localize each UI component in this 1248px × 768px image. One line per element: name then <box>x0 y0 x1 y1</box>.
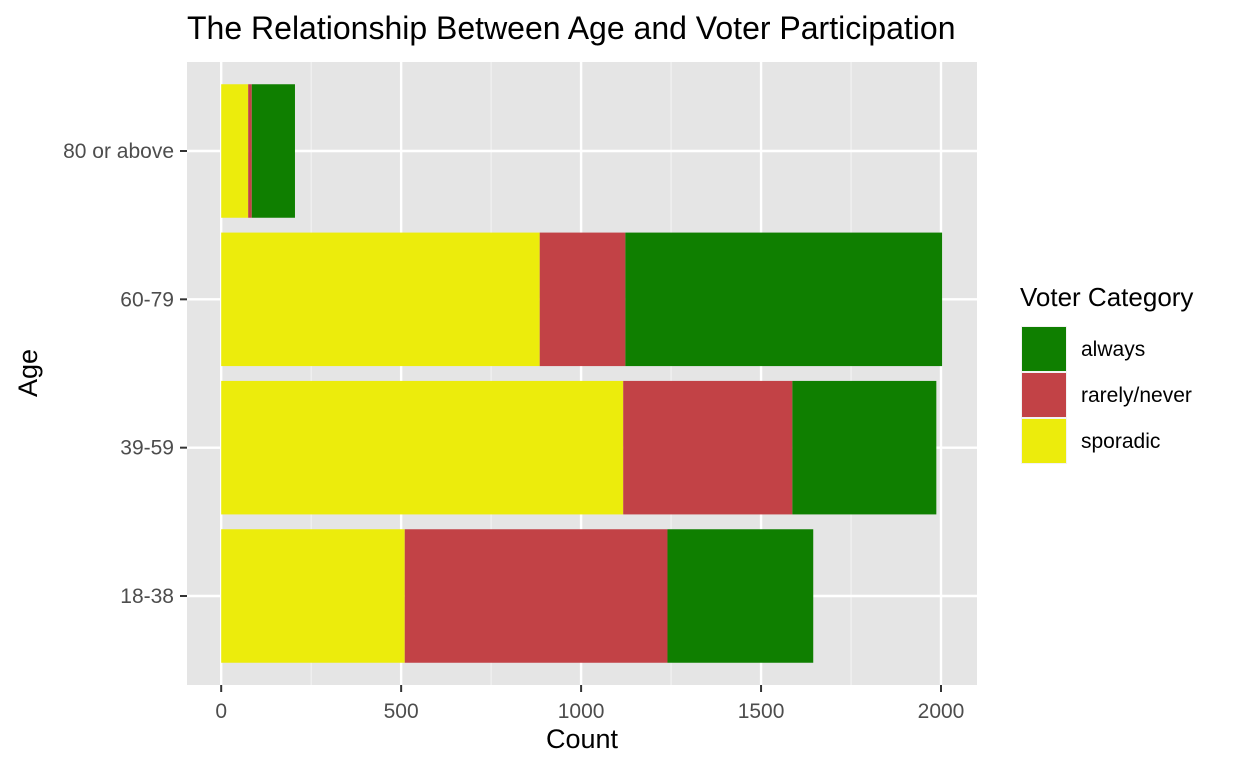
bar-rarely-never <box>539 232 626 367</box>
x-axis-label: Count <box>546 724 619 754</box>
legend: Voter Category always rarely/never sporadi… <box>1020 282 1193 464</box>
bar-sporadic <box>221 232 540 367</box>
chart-title: The Relationship Between Age and Voter P… <box>187 10 956 46</box>
x-tick-label: 1000 <box>558 700 605 723</box>
legend-title: Voter Category <box>1020 282 1193 312</box>
bar-always <box>667 529 814 663</box>
bar-always <box>625 232 943 367</box>
bar-rarely-never <box>248 84 252 218</box>
legend-items: always rarely/never sporadic <box>1021 326 1192 464</box>
y-axis: 18-38 39-59 60-79 80 or above <box>63 140 187 608</box>
x-tick-label: 500 <box>384 700 419 723</box>
legend-label: always <box>1081 338 1145 361</box>
legend-swatch-rarely-never <box>1022 373 1066 417</box>
bar-always <box>251 84 295 218</box>
legend-label: rarely/never <box>1081 384 1192 407</box>
y-tick-label: 18-38 <box>120 585 174 608</box>
bar-always <box>792 380 937 515</box>
legend-swatch-always <box>1022 327 1066 371</box>
bar-sporadic <box>221 84 249 218</box>
bars-layer <box>221 84 943 663</box>
legend-swatch-sporadic <box>1022 419 1066 463</box>
y-tick-label: 60-79 <box>120 288 174 311</box>
x-tick-label: 2000 <box>918 700 965 723</box>
bar-rarely-never <box>623 380 793 515</box>
x-axis: 0 500 1000 1500 2000 <box>215 685 964 723</box>
bar-sporadic <box>221 380 624 515</box>
x-tick-label: 0 <box>215 700 227 723</box>
y-tick-label: 39-59 <box>120 437 174 460</box>
x-tick-label: 1500 <box>738 700 785 723</box>
legend-label: sporadic <box>1081 430 1160 453</box>
bar-rarely-never <box>404 529 668 663</box>
y-axis-label: Age <box>13 349 43 397</box>
bar-sporadic <box>221 529 405 663</box>
y-tick-label: 80 or above <box>63 140 174 163</box>
